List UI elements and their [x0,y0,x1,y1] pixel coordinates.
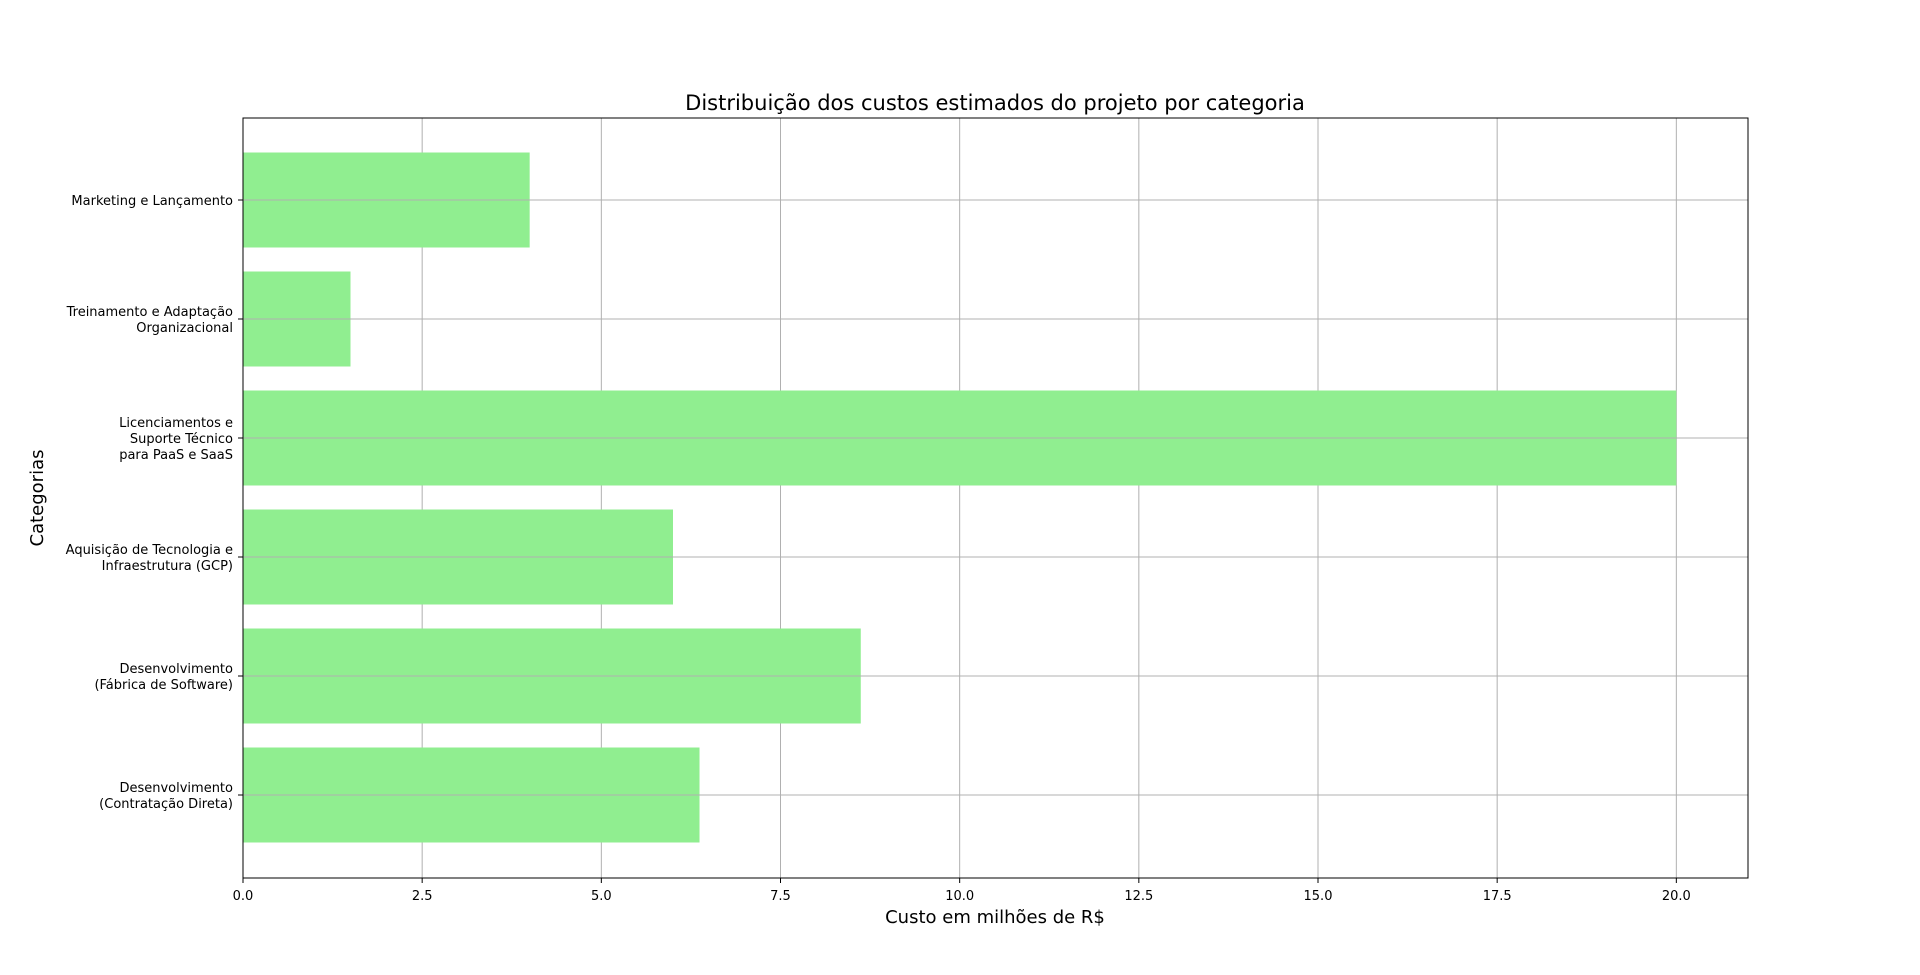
y-axis-ticks: Desenvolvimento(Contratação Direta)Desen… [66,194,243,812]
x-axis-label: Custo em milhões de R$ [885,907,1105,928]
y-tick-label: Marketing e Lançamento [71,194,233,209]
y-tick-label: Desenvolvimento [119,662,233,677]
y-axis-label: Categorias [27,450,48,547]
y-tick-label: Suporte Técnico [130,432,233,447]
y-tick-label: para PaaS e SaaS [119,448,233,463]
y-tick-label: (Fábrica de Software) [94,678,233,693]
x-tick-label: 7.5 [770,889,791,904]
chart-title: Distribuição dos custos estimados do pro… [685,91,1305,115]
x-tick-label: 0.0 [233,889,254,904]
y-tick-label: Aquisição de Tecnologia e [66,543,233,558]
plot-frame [242,117,1749,879]
x-tick-label: 2.5 [412,889,433,904]
y-tick-label: Organizacional [136,321,233,336]
x-tick-label: 17.5 [1483,889,1512,904]
y-tick-label: Desenvolvimento [119,781,233,796]
x-axis-ticks: 0.0 2.5 5.0 7.5 10.0 12.5 15.0 17.5 20.0 [233,878,1691,904]
x-tick-label: 12.5 [1124,889,1153,904]
y-tick-label: Licenciamentos e [119,416,233,431]
x-tick-label: 20.0 [1662,889,1691,904]
x-tick-label: 10.0 [945,889,974,904]
y-tick-label: (Contratação Direta) [99,797,233,812]
y-tick-label: Infraestrutura (GCP) [102,559,233,574]
x-tick-label: 5.0 [591,889,612,904]
bars [243,152,1748,843]
x-tick-label: 15.0 [1304,889,1333,904]
y-tick-label: Treinamento e Adaptação [66,305,233,320]
